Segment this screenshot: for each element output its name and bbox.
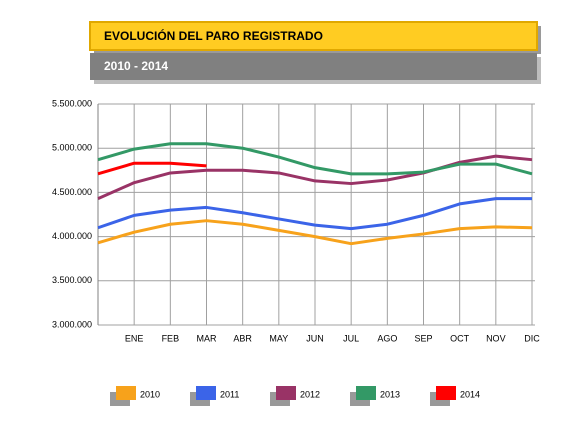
line-series xyxy=(97,161,207,176)
title-box xyxy=(89,21,538,51)
x-tick-label: NOV xyxy=(486,333,506,343)
line-series xyxy=(97,197,532,231)
legend-swatch xyxy=(436,386,456,400)
legend-label: 2014 xyxy=(460,389,480,399)
legend-label: 2013 xyxy=(380,389,400,399)
legend-swatch xyxy=(356,386,376,400)
legend-swatch xyxy=(116,386,136,400)
chart-subtitle: 2010 - 2014 xyxy=(104,59,168,73)
legend-label: 2012 xyxy=(300,389,320,399)
line-series xyxy=(97,219,533,246)
y-tick-label: 4.000.000 xyxy=(52,231,92,241)
x-tick-label: ENE xyxy=(125,333,144,343)
line-series xyxy=(97,154,533,200)
y-tick-label: 5.500.000 xyxy=(52,98,92,108)
legend-label: 2011 xyxy=(220,389,239,399)
x-tick-label: ABR xyxy=(233,333,252,343)
y-tick-label: 3.000.000 xyxy=(52,319,92,329)
legend-swatch xyxy=(276,386,296,400)
x-tick-label: MAY xyxy=(269,333,288,343)
y-tick-label: 3.500.000 xyxy=(52,275,92,285)
x-tick-label: JUN xyxy=(306,333,324,343)
y-tick-label: 5.000.000 xyxy=(52,143,92,153)
x-tick-label: DIC xyxy=(524,333,540,343)
legend-label: 2010 xyxy=(140,389,160,399)
x-tick-label: MAR xyxy=(197,333,218,343)
subtitle-box xyxy=(90,53,537,80)
chart-title: EVOLUCIÓN DEL PARO REGISTRADO xyxy=(104,28,323,43)
legend-swatch xyxy=(196,386,216,400)
x-tick-label: FEB xyxy=(162,333,180,343)
x-tick-label: SEP xyxy=(414,333,432,343)
x-tick-label: OCT xyxy=(450,333,470,343)
x-tick-label: AGO xyxy=(377,333,397,343)
y-tick-label: 4.500.000 xyxy=(52,187,92,197)
line-series xyxy=(97,142,533,176)
x-tick-label: JUL xyxy=(343,333,359,343)
